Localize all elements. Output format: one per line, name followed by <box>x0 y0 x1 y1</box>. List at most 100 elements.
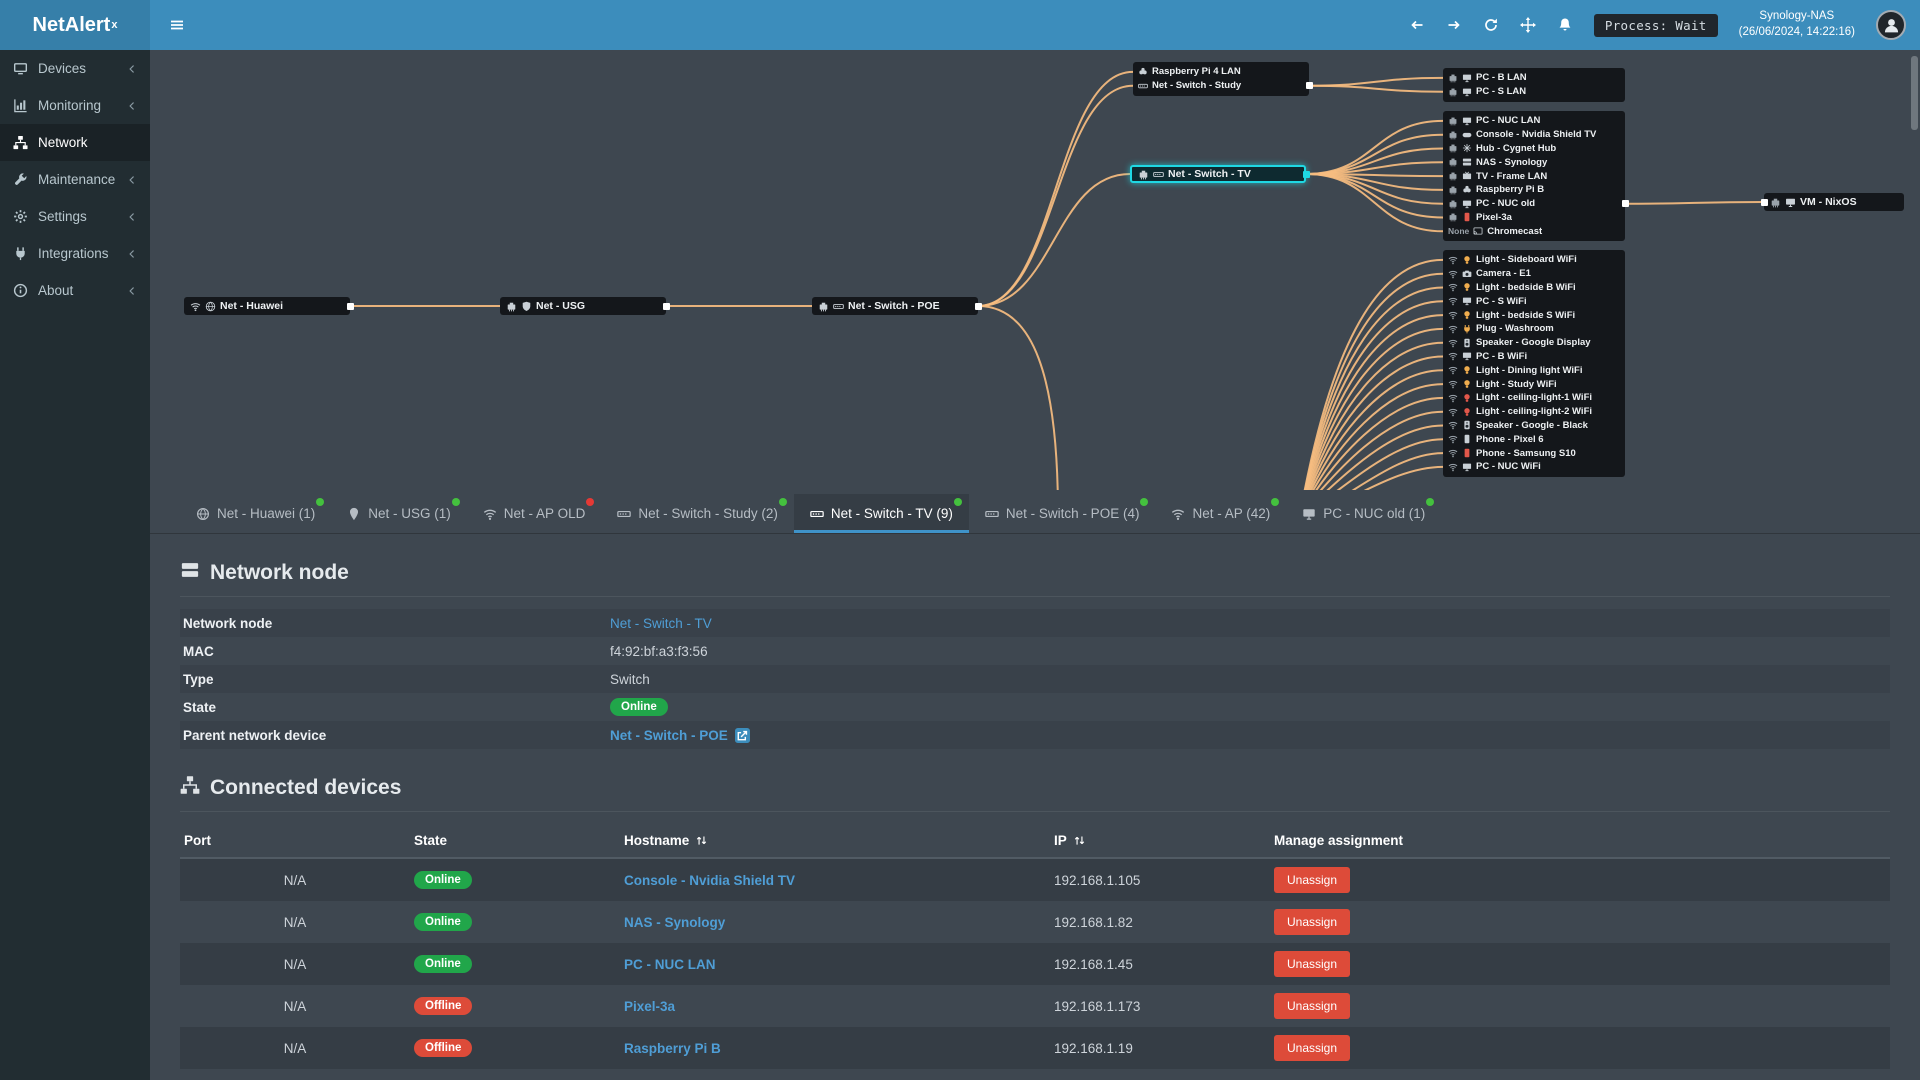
sidebar-item-monitoring[interactable]: Monitoring <box>0 87 150 124</box>
menu-toggle-button[interactable] <box>169 17 185 33</box>
topology-device-row[interactable]: Speaker - Google - Black <box>1448 419 1620 433</box>
hostname-link[interactable]: Pixel-3a <box>624 998 676 1014</box>
topology-link <box>1305 119 1444 175</box>
sidebar-item-settings[interactable]: Settings <box>0 198 150 235</box>
topology-link <box>1305 173 1444 219</box>
sidebar-item-devices[interactable]: Devices <box>0 50 150 87</box>
topology-device-row[interactable]: PC - B WiFi <box>1448 350 1620 364</box>
column-header-state: State <box>410 824 620 859</box>
topology-device-row[interactable]: Speaker - Google Display <box>1448 336 1620 350</box>
topology-node-huawei[interactable]: Net - Huawei <box>184 297 350 315</box>
tab-label: Net - AP OLD <box>503 506 586 521</box>
topology-device-row[interactable]: Raspberry Pi 4 LAN <box>1138 65 1304 79</box>
topology-node-nixos[interactable]: VM - NixOS <box>1764 193 1904 211</box>
move-button[interactable] <box>1519 17 1536 33</box>
topology-device-row[interactable]: None Chromecast <box>1448 224 1620 238</box>
parent-node-link[interactable]: Net - Switch - POE <box>610 727 728 743</box>
topology-node-tv[interactable]: Net - Switch - TV <box>1130 165 1306 183</box>
back-button[interactable] <box>1409 17 1425 33</box>
topology-node-study[interactable]: Raspberry Pi 4 LAN Net - Switch - Study <box>1133 62 1309 96</box>
topology-device-row[interactable]: Net - Switch - Study <box>1138 79 1304 93</box>
monitor-icon <box>1462 117 1472 125</box>
unassign-button[interactable]: Unassign <box>1274 1035 1351 1061</box>
wifi-icon <box>1448 284 1458 292</box>
topology-device-row[interactable]: Raspberry Pi B <box>1448 183 1620 197</box>
topology-device-row[interactable]: Light - ceiling-light-2 WiFi <box>1448 405 1620 419</box>
hostname-link[interactable]: Console - Nvidia Shield TV <box>624 872 796 888</box>
eth-icon <box>819 302 828 311</box>
topology-device-row[interactable]: Light - bedside B WiFi <box>1448 281 1620 295</box>
tab-net-usg-1[interactable]: Net - USG (1) <box>331 494 467 533</box>
topology-node-poe[interactable]: Net - Switch - POE <box>812 297 978 315</box>
tab-net-ap-42[interactable]: Net - AP (42) <box>1155 494 1286 533</box>
topology-device-row[interactable]: Phone - Samsung S10 <box>1448 446 1620 460</box>
topology-device-row[interactable]: Plug - Washroom <box>1448 322 1620 336</box>
globe-icon <box>205 301 216 311</box>
topology-device-row[interactable]: PC - B LAN <box>1448 71 1620 85</box>
wifi-icon <box>1448 298 1458 306</box>
sidebar-item-about[interactable]: About <box>0 272 150 309</box>
sidebar-item-network[interactable]: Network <box>0 124 150 161</box>
topology-device-row[interactable]: Light - bedside S WiFi <box>1448 308 1620 322</box>
phone-icon <box>1464 448 1470 458</box>
sidebar-item-label: Network <box>38 135 88 150</box>
state-badge: Online <box>414 955 472 973</box>
topology-device-row[interactable]: Camera - E1 <box>1448 267 1620 281</box>
unassign-button[interactable]: Unassign <box>1274 993 1351 1019</box>
topology-node-wifi[interactable]: Light - Sideboard WiFi Camera - E1 Light -… <box>1443 250 1625 477</box>
topology-device-row[interactable]: PC - NUC old <box>1448 197 1620 211</box>
external-link-icon[interactable] <box>734 727 750 743</box>
topology-device-row[interactable]: NAS - Synology <box>1448 155 1620 169</box>
topology-device-row[interactable]: PC - NUC WiFi <box>1448 460 1620 474</box>
topology-device-row[interactable]: PC - NUC LAN <box>1448 114 1620 128</box>
hostname-link[interactable]: PC - NUC LAN <box>624 956 716 972</box>
hostname-link[interactable]: Raspberry Pi B <box>624 1040 721 1056</box>
notifications-button[interactable] <box>1557 17 1573 33</box>
tab-pc-nuc-old-1[interactable]: PC - NUC old (1) <box>1286 494 1441 533</box>
switch-icon <box>810 510 824 517</box>
tab-net-switch-tv-9[interactable]: Net - Switch - TV (9) <box>793 494 969 533</box>
topology-device-row[interactable]: PC - S LAN <box>1448 85 1620 99</box>
refresh-button[interactable] <box>1483 17 1499 33</box>
connected-devices-table: Port State Hostname IP Manage assignment N/A O… <box>180 824 1890 1069</box>
topology-link <box>1308 355 1444 490</box>
tab-net-huawei-1[interactable]: Net - Huawei (1) <box>180 494 331 533</box>
topology-node-usg[interactable]: Net - USG <box>500 297 666 315</box>
eth-icon <box>1449 186 1457 195</box>
topology-link <box>1303 258 1444 490</box>
unassign-button[interactable]: Unassign <box>1274 951 1351 977</box>
topology-node-tvdev[interactable]: PC - NUC LAN Console - Nvidia Shield TV Hu… <box>1443 111 1625 242</box>
topology-device-row[interactable]: Hub - Cygnet Hub <box>1448 142 1620 156</box>
sidebar-item-integrations[interactable]: Integrations <box>0 235 150 272</box>
wrench-icon <box>15 173 27 185</box>
column-header-ip[interactable]: IP <box>1050 824 1270 859</box>
topology-device-row[interactable]: Pixel-3a <box>1448 211 1620 225</box>
status-dot <box>1271 498 1280 506</box>
topology-device-row[interactable]: Light - Study WiFi <box>1448 377 1620 391</box>
sidebar-item-maintenance[interactable]: Maintenance <box>0 161 150 198</box>
tab-label: Net - Switch - POE (4) <box>1005 506 1140 521</box>
detail-label: Network node <box>183 615 273 631</box>
app-logo[interactable]: NetAlert x <box>0 0 150 50</box>
tab-net-switch-poe-4[interactable]: Net - Switch - POE (4) <box>969 494 1156 533</box>
topology-device-row[interactable]: Light - Dining light WiFi <box>1448 363 1620 377</box>
scrollbar-thumb[interactable] <box>1911 56 1918 130</box>
state-badge: Offline <box>414 1039 473 1057</box>
tab-net-switch-study-2[interactable]: Net - Switch - Study (2) <box>601 494 794 533</box>
tab-net-ap-old[interactable]: Net - AP OLD <box>467 494 602 533</box>
topology-device-row[interactable]: Phone - Pixel 6 <box>1448 432 1620 446</box>
hostname-link[interactable]: NAS - Synology <box>624 914 726 930</box>
column-header-hostname[interactable]: Hostname <box>620 824 1050 859</box>
unassign-button[interactable]: Unassign <box>1274 909 1351 935</box>
topology-node-lanbs[interactable]: PC - B LAN PC - S LAN <box>1443 68 1625 102</box>
topology-device-row[interactable]: TV - Frame LAN <box>1448 169 1620 183</box>
network-node-link[interactable]: Net - Switch - TV <box>610 615 712 631</box>
forward-button[interactable] <box>1446 17 1462 33</box>
topology-device-row[interactable]: Light - ceiling-light-1 WiFi <box>1448 391 1620 405</box>
selected-port-handle <box>1302 170 1310 178</box>
topology-device-row[interactable]: PC - S WiFi <box>1448 294 1620 308</box>
topology-device-row[interactable]: Console - Nvidia Shield TV <box>1448 128 1620 142</box>
topology-device-row[interactable]: Light - Sideboard WiFi <box>1448 253 1620 267</box>
unassign-button[interactable]: Unassign <box>1274 867 1351 893</box>
user-avatar[interactable] <box>1876 10 1906 40</box>
